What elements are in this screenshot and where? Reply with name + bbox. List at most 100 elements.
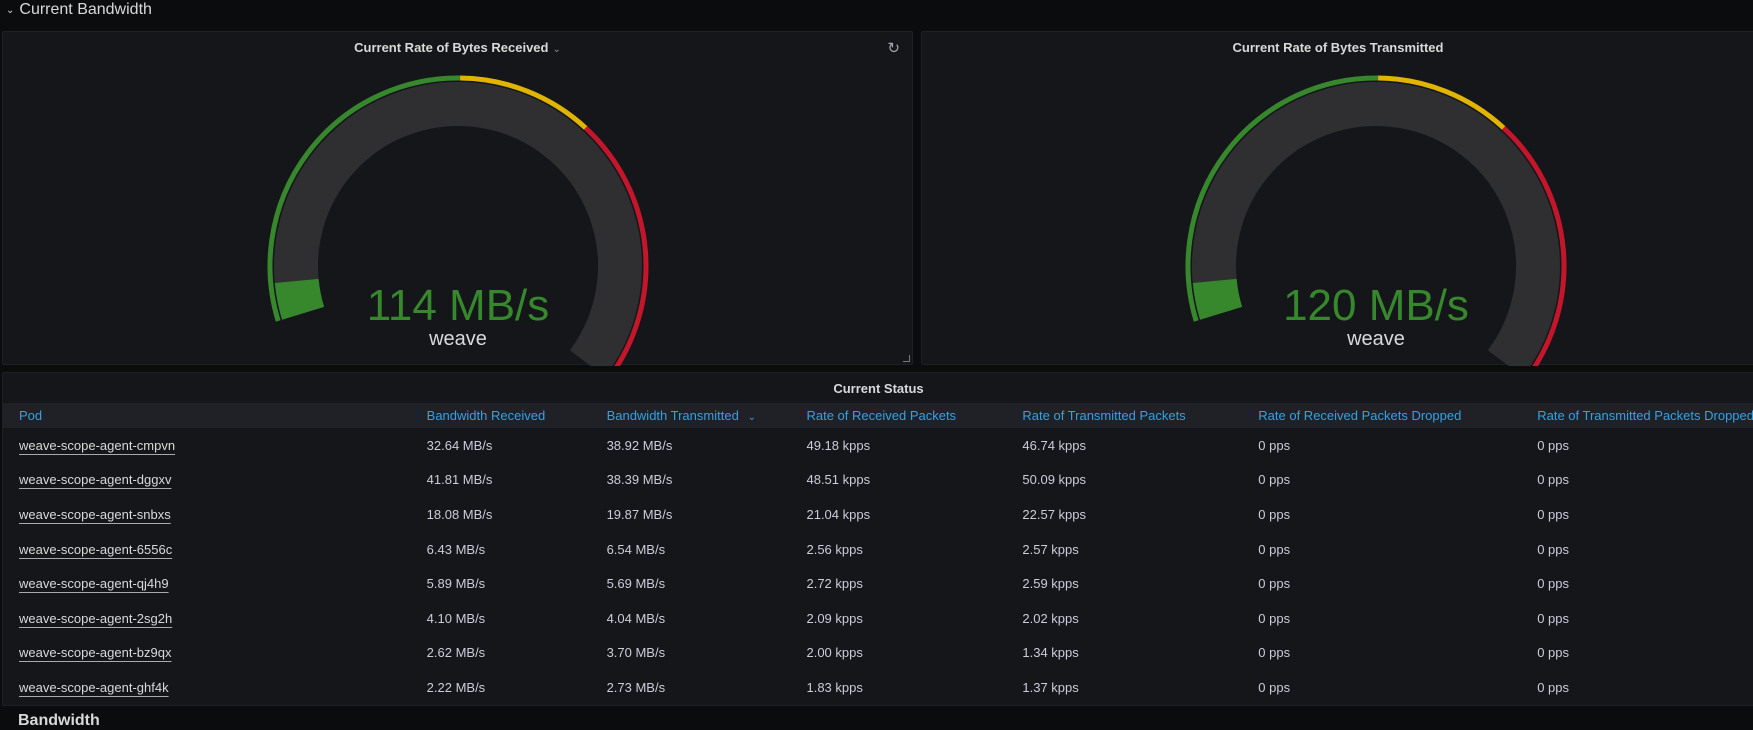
pod-link[interactable]: weave-scope-agent-qj4h9 <box>19 576 169 592</box>
table-cell: 2.56 kpps <box>806 541 863 557</box>
table-cell: 38.39 MB/s <box>606 472 673 488</box>
row-title-bandwidth[interactable]: Bandwidth <box>18 712 100 729</box>
pod-link[interactable]: weave-scope-agent-snbxs <box>19 506 171 522</box>
pod-link[interactable]: weave-scope-agent-2sg2h <box>19 610 173 626</box>
column-header[interactable]: Rate of Transmitted Packets Dropped <box>1537 403 1753 428</box>
table-cell: 2.22 MB/s <box>426 679 486 695</box>
table-cell: 49.18 kpps <box>806 437 871 453</box>
panel-title: Current Rate of Bytes Transmitted <box>1232 40 1444 55</box>
table-cell: 2.00 kpps <box>806 645 863 661</box>
table-cell: 46.74 kpps <box>1022 437 1086 453</box>
table-cell: 0 pps <box>1537 679 1570 695</box>
gauge-threshold-yellow <box>1378 75 1506 130</box>
gauge-threshold-yellow <box>460 75 588 130</box>
gauge-panel-transmitted: Current Rate of Bytes Transmitted 120 MB… <box>921 31 1753 366</box>
table-cell: 0 pps <box>1258 576 1291 592</box>
table-cell: weave-scope-agent-qj4h9 <box>3 566 427 601</box>
gauge-threshold-green <box>1185 75 1379 322</box>
table-row: weave-scope-agent-6556c 6.43 MB/s 6.54 MB/… <box>3 532 1753 567</box>
column-header-label: Pod <box>19 408 43 423</box>
table-row: weave-scope-agent-dggxv 41.81 MB/s 38.39 M… <box>3 463 1753 498</box>
column-header-label: Rate of Transmitted Packets <box>1022 408 1186 423</box>
table-cell: 2.02 kpps <box>1022 610 1079 626</box>
pod-link[interactable]: weave-scope-agent-bz9qx <box>19 645 172 661</box>
column-header[interactable]: Rate of Received Packets Dropped <box>1258 403 1538 428</box>
refresh-icon[interactable]: ↻ <box>887 40 900 57</box>
sort-chevron-down-icon: ⌄ <box>744 412 756 423</box>
table-cell: 0 pps <box>1537 472 1570 488</box>
status-table: Pod Bandwidth Received Bandwidth Transmitt… <box>3 403 1753 705</box>
column-header[interactable]: Bandwidth Received <box>426 403 607 428</box>
panel-title-menu[interactable]: Current Rate of Bytes Received ⌄ <box>3 40 912 55</box>
pod-link[interactable]: weave-scope-agent-dggxv <box>19 472 172 488</box>
gauge-track <box>1192 82 1560 366</box>
gauge: 120 MB/s weave <box>1185 75 1567 366</box>
column-header[interactable]: Pod <box>3 403 427 428</box>
table-cell: 5.89 MB/s <box>426 576 486 592</box>
panel-title: Current Rate of Bytes Received <box>354 40 549 55</box>
table-cell: 1.83 kpps <box>806 679 863 695</box>
row-toggle-current-bandwidth[interactable]: ⌄ Current Bandwidth <box>6 0 152 20</box>
column-header-label: Bandwidth Received <box>426 408 546 423</box>
table-cell: 0 pps <box>1537 576 1570 592</box>
gauge-label: weave <box>428 328 487 350</box>
table-cell: 0 pps <box>1537 610 1570 626</box>
resize-handle[interactable] <box>903 355 910 362</box>
table-cell: 0 pps <box>1537 437 1570 453</box>
gauge-panel-received: Current Rate of Bytes Received ⌄ ↻ 114 MB… <box>2 31 913 366</box>
table-cell: 1.37 kpps <box>1022 679 1079 695</box>
column-header-label: Rate of Transmitted Packets Dropped <box>1537 408 1753 423</box>
panel-title-menu[interactable]: Current Rate of Bytes Transmitted <box>922 40 1753 55</box>
gauge-track <box>274 82 642 366</box>
table-row: weave-scope-agent-qj4h9 5.89 MB/s 5.69 MB/… <box>3 566 1753 601</box>
gauge-value-fill <box>274 278 325 320</box>
table-row: weave-scope-agent-snbxs 18.08 MB/s 19.87 M… <box>3 497 1753 532</box>
table-cell: 2.09 kpps <box>806 610 863 626</box>
table-cell: 6.54 MB/s <box>606 541 666 557</box>
pod-link[interactable]: weave-scope-agent-ghf4k <box>19 679 169 695</box>
table-cell: 0 pps <box>1258 645 1291 661</box>
table-cell: 0 pps <box>1258 472 1291 488</box>
table-cell: 19.87 MB/s <box>606 506 673 522</box>
table-cell: 2.57 kpps <box>1022 541 1079 557</box>
table-row: weave-scope-agent-cmpvn 32.64 MB/s 38.92 M… <box>3 428 1753 463</box>
table-cell: weave-scope-agent-bz9qx <box>3 636 427 671</box>
gauge-value-fill <box>1192 278 1243 320</box>
panel-title[interactable]: Current Status <box>833 381 924 396</box>
table-cell: 4.10 MB/s <box>426 610 486 626</box>
column-header[interactable]: Bandwidth Transmitted ⌄ <box>606 403 807 428</box>
pod-link[interactable]: weave-scope-agent-cmpvn <box>19 437 176 453</box>
gauge-threshold-red <box>1501 126 1567 366</box>
pod-link[interactable]: weave-scope-agent-6556c <box>19 541 173 557</box>
table-cell: 1.34 kpps <box>1022 645 1079 661</box>
table-cell: 32.64 MB/s <box>426 437 493 453</box>
table-cell: 5.69 MB/s <box>606 576 666 592</box>
table-cell: 0 pps <box>1258 679 1291 695</box>
table-cell: 18.08 MB/s <box>426 506 493 522</box>
table-cell: 21.04 kpps <box>806 506 871 522</box>
table-row: weave-scope-agent-ghf4k 2.22 MB/s 2.73 MB/… <box>3 670 1753 705</box>
table-cell: 0 pps <box>1258 610 1291 626</box>
column-header[interactable]: Rate of Transmitted Packets <box>1022 403 1259 428</box>
gauge-threshold-green <box>267 75 461 322</box>
gauge: 114 MB/s weave <box>267 75 649 366</box>
gauge-threshold-red <box>583 126 649 366</box>
table-cell: 2.73 MB/s <box>606 679 666 695</box>
gauge-label: weave <box>1346 328 1405 350</box>
table-cell: 22.57 kpps <box>1022 506 1086 522</box>
table-cell: 6.43 MB/s <box>426 541 486 557</box>
chevron-down-icon: ⌄ <box>552 44 561 55</box>
table-cell: weave-scope-agent-dggxv <box>3 463 427 498</box>
table-cell: 2.59 kpps <box>1022 576 1079 592</box>
table-cell: 0 pps <box>1537 541 1570 557</box>
column-header[interactable]: Rate of Received Packets <box>806 403 1023 428</box>
gauge-value: 120 MB/s <box>1283 281 1469 330</box>
table-cell: weave-scope-agent-snbxs <box>3 497 427 532</box>
gauge-value: 114 MB/s <box>367 281 550 330</box>
table-cell: 3.70 MB/s <box>606 645 666 661</box>
table-cell: 4.04 MB/s <box>606 610 666 626</box>
table-cell: 41.81 MB/s <box>426 472 493 488</box>
table-cell: weave-scope-agent-ghf4k <box>3 670 427 705</box>
table-cell: weave-scope-agent-cmpvn <box>3 428 427 463</box>
column-header-label: Bandwidth Transmitted <box>606 408 739 423</box>
